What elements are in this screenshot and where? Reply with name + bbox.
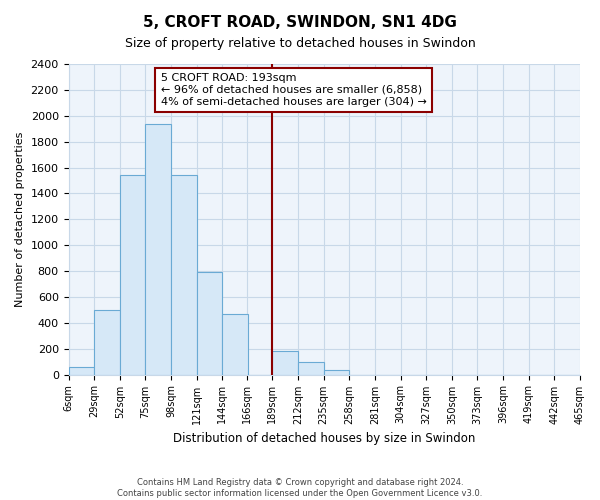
Bar bbox=[171, 176, 197, 374]
Y-axis label: Number of detached properties: Number of detached properties bbox=[15, 132, 25, 307]
Text: 5, CROFT ROAD, SWINDON, SN1 4DG: 5, CROFT ROAD, SWINDON, SN1 4DG bbox=[143, 15, 457, 30]
Text: 5 CROFT ROAD: 193sqm
← 96% of detached houses are smaller (6,858)
4% of semi-det: 5 CROFT ROAD: 193sqm ← 96% of detached h… bbox=[161, 74, 427, 106]
Bar bbox=[94, 310, 120, 374]
Bar bbox=[324, 370, 349, 374]
Text: Contains HM Land Registry data © Crown copyright and database right 2024.
Contai: Contains HM Land Registry data © Crown c… bbox=[118, 478, 482, 498]
Bar bbox=[120, 176, 145, 374]
Bar bbox=[145, 124, 171, 374]
X-axis label: Distribution of detached houses by size in Swindon: Distribution of detached houses by size … bbox=[173, 432, 475, 445]
Bar bbox=[197, 272, 223, 374]
Text: Size of property relative to detached houses in Swindon: Size of property relative to detached ho… bbox=[125, 38, 475, 51]
Bar bbox=[298, 362, 324, 374]
Bar bbox=[223, 314, 248, 374]
Bar bbox=[272, 350, 298, 374]
Bar bbox=[68, 368, 94, 374]
